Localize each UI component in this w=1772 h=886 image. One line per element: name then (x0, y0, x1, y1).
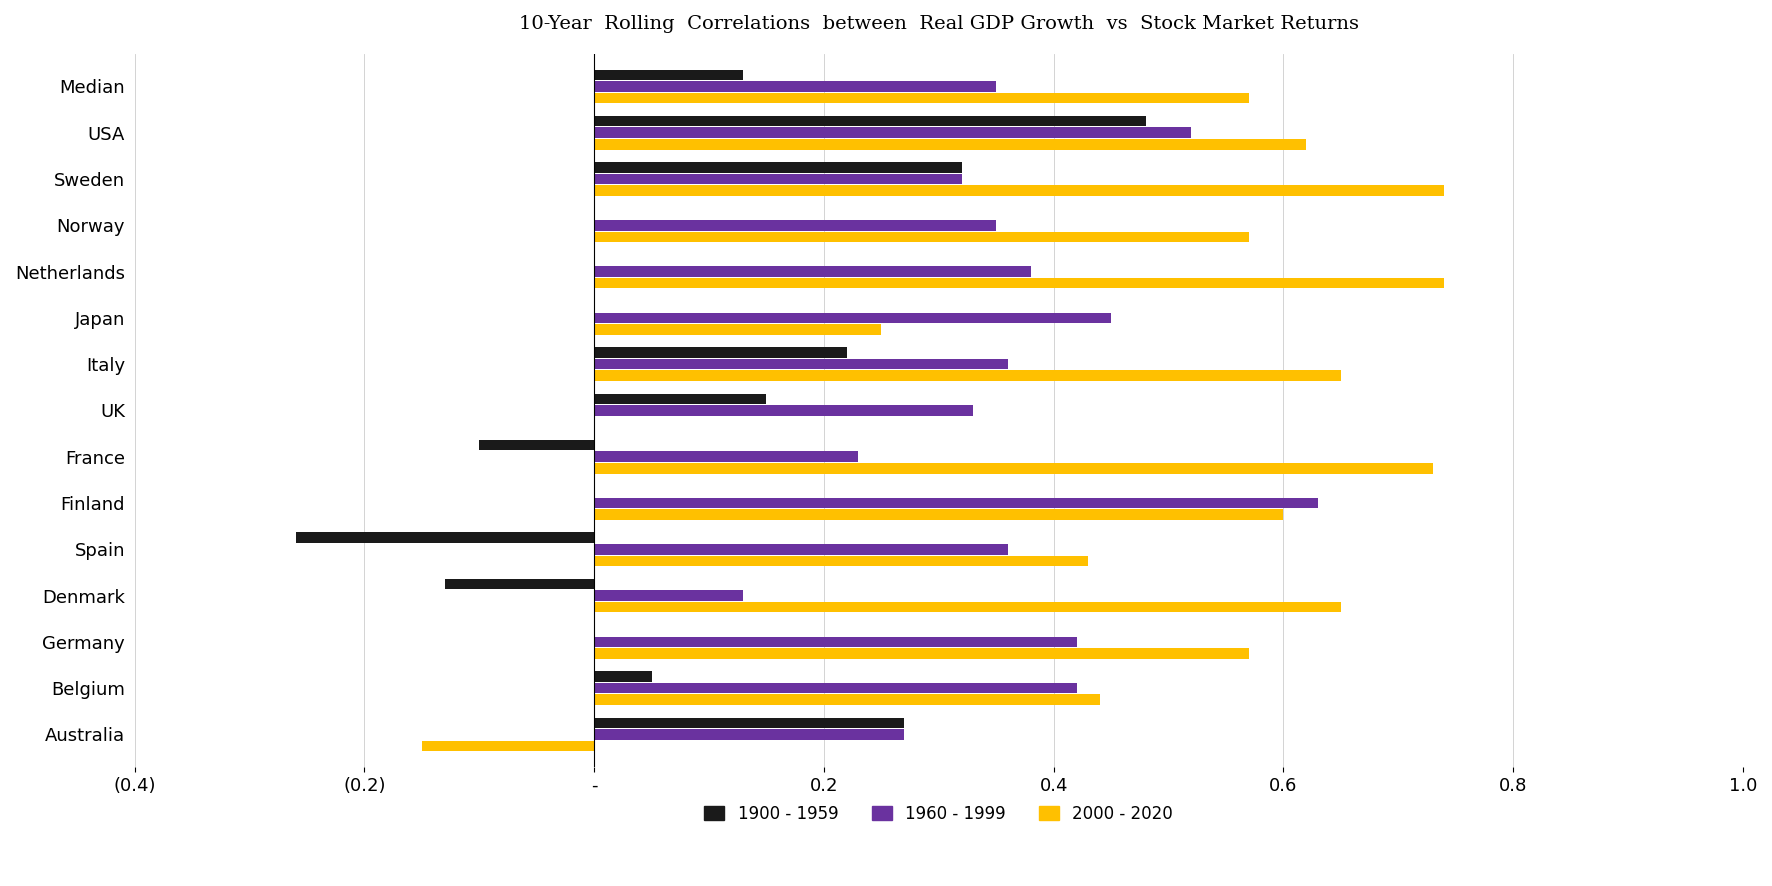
Bar (594, 636, 1077, 647)
Bar (594, 672, 652, 682)
Bar (594, 139, 1306, 150)
Bar (594, 93, 1249, 104)
Bar (594, 451, 858, 462)
Bar (594, 405, 973, 416)
Bar (594, 498, 1318, 509)
Bar (594, 324, 881, 335)
Bar (594, 509, 1283, 520)
Bar (445, 579, 594, 589)
Bar (478, 439, 594, 450)
Bar (594, 683, 1077, 694)
Bar (594, 359, 1008, 369)
Bar (594, 370, 1341, 381)
Bar (594, 278, 1444, 289)
Bar (594, 231, 1249, 242)
Bar (422, 741, 594, 751)
Bar (594, 266, 1031, 276)
Bar (594, 556, 1088, 566)
Bar (594, 313, 1111, 323)
Bar (594, 220, 996, 230)
Bar (594, 729, 904, 740)
Bar (594, 162, 962, 173)
Bar (594, 393, 767, 404)
Bar (594, 185, 1444, 196)
Bar (594, 69, 744, 80)
Bar (594, 718, 904, 728)
Bar (594, 82, 996, 92)
Bar (594, 463, 1434, 474)
Title: 10-Year  Rolling  Correlations  between  Real GDP Growth  vs  Stock Market Retur: 10-Year Rolling Correlations between Rea… (519, 15, 1359, 33)
Legend: 1900 - 1959, 1960 - 1999, 2000 - 2020: 1900 - 1959, 1960 - 1999, 2000 - 2020 (698, 798, 1180, 830)
Bar (296, 532, 594, 543)
Bar (594, 544, 1008, 555)
Bar (594, 116, 1145, 127)
Bar (594, 695, 1100, 705)
Bar (594, 648, 1249, 658)
Bar (594, 602, 1341, 612)
Bar (594, 128, 1191, 138)
Bar (594, 174, 962, 184)
Bar (594, 590, 744, 601)
Bar (594, 347, 847, 358)
